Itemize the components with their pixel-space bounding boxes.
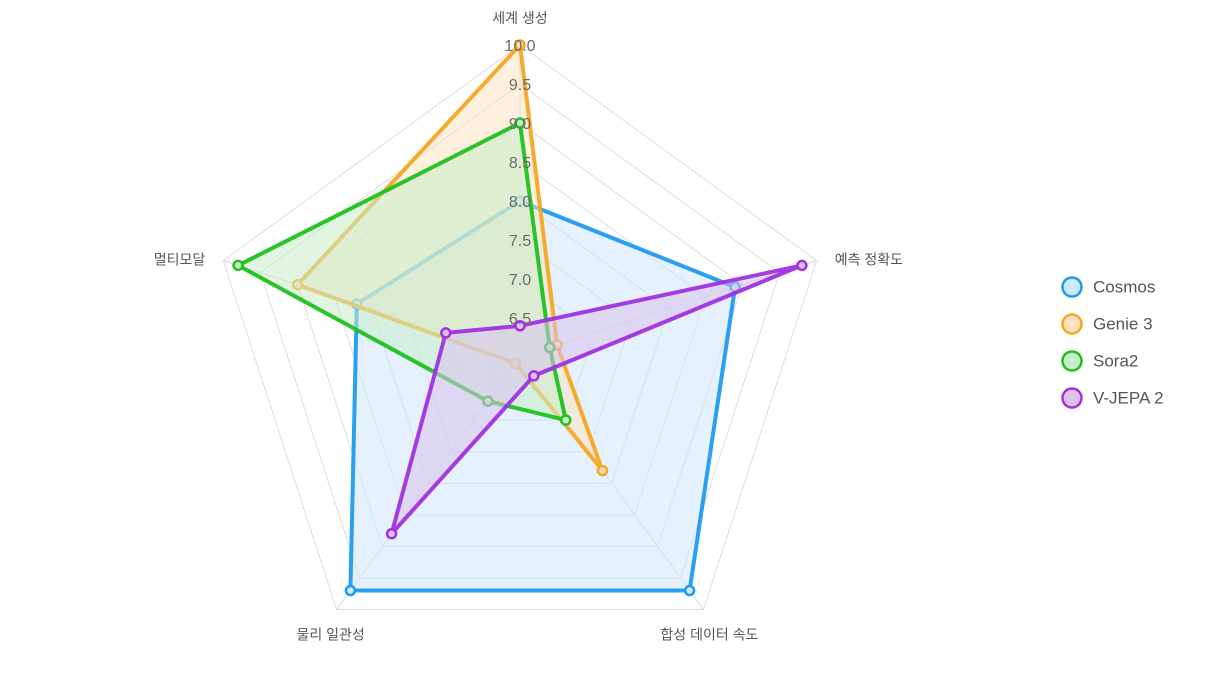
tick-label-9.5: 9.5 — [509, 77, 531, 94]
axis-label-3: 물리 일관성 — [296, 626, 364, 642]
legend-item-cosmos[interactable]: Cosmos — [1061, 276, 1156, 298]
axis-label-0: 세계 생성 — [492, 10, 547, 26]
legend-item-sora2[interactable]: Sora2 — [1061, 350, 1139, 372]
legend-item-v-jepa-2[interactable]: V-JEPA 2 — [1061, 387, 1164, 409]
axis-label-4: 멀티모달 — [154, 252, 206, 268]
data-point — [385, 527, 398, 540]
tick-label-6.5: 6.5 — [509, 311, 531, 328]
data-point — [440, 327, 452, 339]
data-point — [232, 259, 244, 272]
data-point — [796, 259, 808, 272]
data-point — [596, 464, 609, 477]
radial-tick-labels: 10.0 9.5 9.0 8.5 8.0 7.5 7.0 6.5 — [504, 38, 535, 328]
legend-item-genie-3[interactable]: Genie 3 — [1061, 313, 1153, 335]
tick-label-8.0: 8.0 — [509, 194, 531, 211]
axis-label-1: 예측 정확도 — [835, 252, 903, 268]
data-point — [683, 584, 696, 597]
legend-label: Genie 3 — [1093, 314, 1153, 333]
legend-marker[interactable] — [1061, 276, 1083, 298]
chart-series-layer — [232, 39, 808, 597]
legend-marker[interactable] — [1061, 387, 1083, 409]
tick-label-8.5: 8.5 — [509, 155, 531, 172]
chart-legend[interactable]: Cosmos Genie 3 Sora2 V-JEPA 2 — [1061, 276, 1164, 409]
data-point — [514, 39, 526, 51]
series-area — [389, 263, 804, 536]
tick-label-7.5: 7.5 — [509, 233, 531, 250]
series-v-jepa-2 — [385, 259, 808, 540]
tick-label-9.0: 9.0 — [509, 116, 531, 133]
data-point — [528, 370, 540, 382]
data-point — [344, 584, 357, 597]
grid-ring-10.0 — [222, 44, 818, 610]
legend-marker[interactable] — [1061, 350, 1083, 372]
legend-marker[interactable] — [1061, 313, 1083, 335]
legend-label: V-JEPA 2 — [1093, 388, 1164, 407]
tick-label-10.0: 10.0 — [504, 38, 535, 55]
tick-label-7.0: 7.0 — [509, 272, 531, 289]
data-point — [514, 117, 526, 129]
axis-label-2: 합성 데이터 속도 — [660, 626, 758, 642]
data-point — [560, 414, 572, 426]
data-point — [514, 320, 526, 332]
legend-label: Cosmos — [1093, 277, 1155, 296]
legend-label: Sora2 — [1093, 351, 1138, 370]
